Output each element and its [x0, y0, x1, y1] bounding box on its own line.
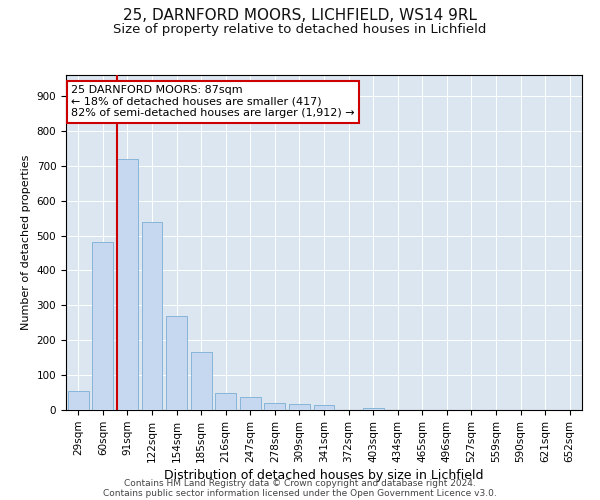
X-axis label: Distribution of detached houses by size in Lichfield: Distribution of detached houses by size …: [164, 469, 484, 482]
Y-axis label: Number of detached properties: Number of detached properties: [21, 155, 31, 330]
Bar: [92, 242, 113, 410]
Bar: [240, 396, 261, 410]
Bar: [362, 408, 383, 410]
Text: Contains public sector information licensed under the Open Government Licence v3: Contains public sector information licen…: [103, 488, 497, 498]
Bar: [215, 393, 236, 410]
Bar: [191, 352, 212, 410]
Text: 25 DARNFORD MOORS: 87sqm
← 18% of detached houses are smaller (417)
82% of semi-: 25 DARNFORD MOORS: 87sqm ← 18% of detach…: [71, 85, 355, 118]
Bar: [265, 403, 286, 410]
Bar: [142, 222, 163, 410]
Text: Contains HM Land Registry data © Crown copyright and database right 2024.: Contains HM Land Registry data © Crown c…: [124, 478, 476, 488]
Bar: [117, 159, 138, 410]
Bar: [289, 404, 310, 410]
Text: 25, DARNFORD MOORS, LICHFIELD, WS14 9RL: 25, DARNFORD MOORS, LICHFIELD, WS14 9RL: [123, 8, 477, 22]
Bar: [166, 316, 187, 410]
Bar: [314, 405, 334, 410]
Bar: [68, 391, 89, 410]
Text: Size of property relative to detached houses in Lichfield: Size of property relative to detached ho…: [113, 22, 487, 36]
